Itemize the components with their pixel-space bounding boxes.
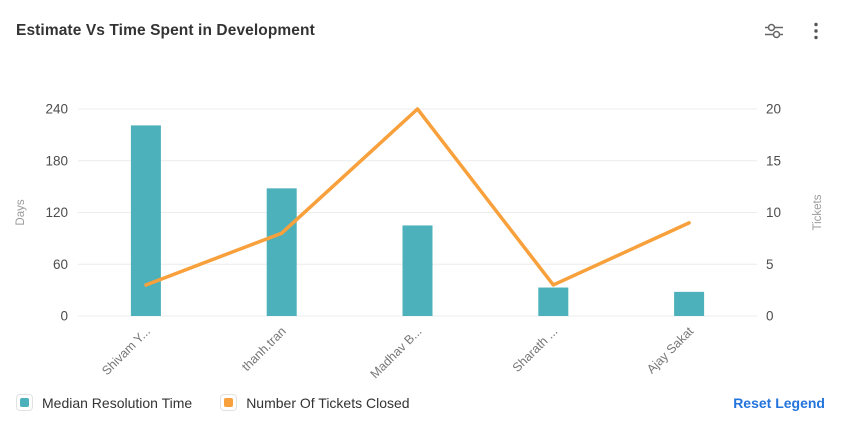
x-axis-label-thanh.tran: thanh.tran xyxy=(239,324,289,374)
chart-title: Estimate Vs Time Spent in Development xyxy=(16,22,315,39)
chart-settings-button[interactable] xyxy=(763,20,785,42)
bar-Madhav B...[interactable] xyxy=(402,225,433,316)
left-axis-tick-label: 120 xyxy=(45,205,68,220)
kebab-menu-icon xyxy=(814,22,818,40)
right-axis-tick-label: 5 xyxy=(766,257,774,272)
x-axis-label-Madhav B...: Madhav B... xyxy=(368,324,425,381)
legend-chip xyxy=(16,394,33,411)
x-axis-label-Sharath ...: Sharath ... xyxy=(510,324,561,375)
left-axis-tick-label: 60 xyxy=(53,257,68,272)
bar-Ajay Sakat[interactable] xyxy=(674,291,705,316)
bar-series-swatch xyxy=(20,398,29,407)
line-Number Of Tickets Closed[interactable] xyxy=(144,107,691,287)
bar-Sharath ...[interactable] xyxy=(538,287,569,316)
left-axis-tick-label: 240 xyxy=(45,102,68,117)
left-axis-name: Days xyxy=(15,199,27,225)
left-axis-tick-label: 0 xyxy=(60,309,68,324)
legend-label: Number Of Tickets Closed xyxy=(246,394,410,411)
legend-item-number-of-tickets-closed[interactable]: Number Of Tickets Closed xyxy=(220,394,410,411)
left-axis-tick-label: 180 xyxy=(45,153,68,168)
more-options-button[interactable] xyxy=(805,20,827,42)
right-axis-name: Tickets xyxy=(812,194,824,230)
legend-items: Median Resolution Time Number Of Tickets… xyxy=(16,394,410,411)
legend-label: Median Resolution Time xyxy=(42,394,193,411)
right-axis-tick-label: 10 xyxy=(766,205,781,220)
right-axis-tick-label: 0 xyxy=(766,309,774,324)
legend-bar: Median Resolution Time Number Of Tickets… xyxy=(16,394,825,411)
x-axis-label-Ajay Sakat: Ajay Sakat xyxy=(644,324,697,377)
reset-legend-link[interactable]: Reset Legend xyxy=(733,394,825,411)
combo-chart-plot[interactable]: 0 0 60 5 120 10 180 15 240 20 Days Tickets Shivam Y.… xyxy=(0,0,841,392)
bar-Shivam Y...[interactable] xyxy=(130,125,161,316)
legend-chip xyxy=(220,394,238,411)
bar-thanh.tran[interactable] xyxy=(266,188,297,316)
x-axis-label-Shivam Y...: Shivam Y... xyxy=(99,324,153,378)
legend-item-median-resolution-time[interactable]: Median Resolution Time xyxy=(16,394,192,411)
card-header: Estimate Vs Time Spent in Development xyxy=(16,20,827,42)
sliders-icon xyxy=(765,23,783,39)
line-series-swatch xyxy=(224,398,234,407)
header-actions xyxy=(763,20,827,42)
right-axis-tick-label: 20 xyxy=(766,102,781,117)
right-axis-tick-label: 15 xyxy=(766,153,781,168)
